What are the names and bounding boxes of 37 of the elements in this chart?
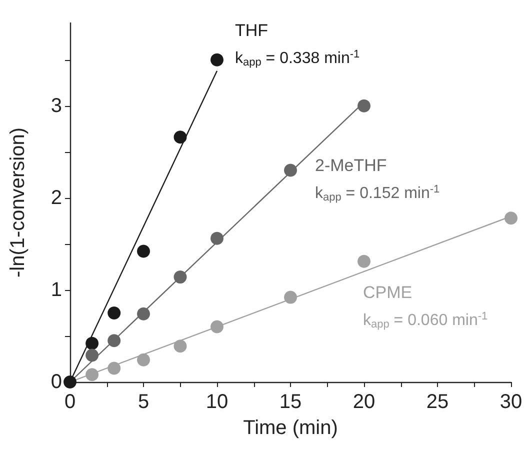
point [108, 306, 121, 320]
point [210, 320, 224, 334]
x-tick-label: 10 [206, 391, 228, 413]
x-tick-label: 5 [138, 391, 150, 413]
point [86, 336, 99, 350]
series-label: THF [235, 20, 268, 40]
point [284, 164, 297, 177]
point [108, 334, 121, 348]
y-tick-label: 1 [50, 278, 62, 301]
x-tick-label: 25 [426, 391, 449, 413]
point [284, 290, 297, 304]
point [174, 340, 187, 353]
series-label: CPME [363, 283, 412, 302]
point [174, 130, 187, 144]
x-tick-label: 0 [64, 391, 76, 413]
point [86, 348, 99, 362]
y-tick-label: 2 [50, 186, 62, 209]
point [137, 307, 150, 320]
point [358, 254, 370, 268]
series-label: 2-MeTHF [315, 156, 387, 175]
point [108, 362, 121, 375]
point [210, 53, 224, 66]
x-tick-label: 30 [500, 391, 522, 413]
y-tick-label: 0 [50, 371, 62, 393]
point [86, 368, 99, 382]
point [174, 270, 187, 284]
point [137, 244, 150, 258]
y-tick-label: 3 [50, 94, 62, 117]
x-axis-title: Time (min) [243, 417, 338, 439]
y-axis-title: -ln(1-conversion) [7, 127, 29, 278]
point [504, 212, 518, 225]
x-tick-label: 15 [279, 391, 302, 413]
x-tick-label: 20 [352, 391, 376, 413]
point [64, 376, 76, 388]
point [137, 353, 150, 366]
point [358, 99, 370, 112]
point [210, 232, 224, 245]
